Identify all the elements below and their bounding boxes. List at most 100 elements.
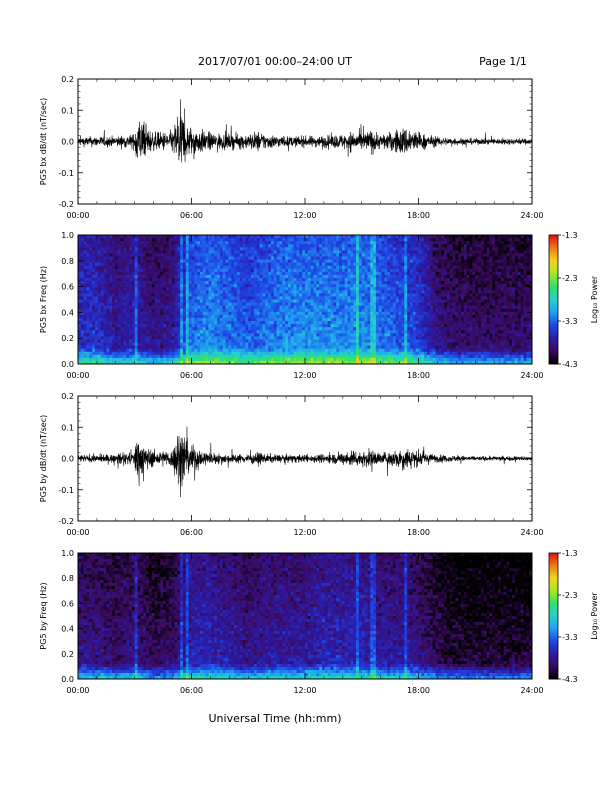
heatmap-cell bbox=[84, 250, 87, 253]
heatmap-cell bbox=[140, 324, 143, 327]
heatmap-cell bbox=[101, 318, 104, 321]
heatmap-cell bbox=[285, 244, 288, 247]
heatmap-cell bbox=[265, 306, 268, 309]
heatmap-cell bbox=[350, 349, 353, 352]
heatmap-cell bbox=[226, 284, 229, 287]
heatmap-cell bbox=[291, 250, 294, 253]
heatmap-cell bbox=[146, 238, 149, 241]
heatmap-cell bbox=[135, 244, 138, 247]
heatmap-cell bbox=[200, 287, 203, 290]
heatmap-cell bbox=[399, 324, 402, 327]
heatmap-cell bbox=[362, 244, 365, 247]
heatmap-cell bbox=[382, 327, 385, 330]
heatmap-cell bbox=[311, 321, 314, 324]
heatmap-cell bbox=[98, 306, 101, 309]
heatmap-cell bbox=[254, 343, 257, 346]
heatmap-cell bbox=[382, 275, 385, 278]
heatmap-cell bbox=[305, 300, 308, 303]
heatmap-cell bbox=[248, 306, 251, 309]
heatmap-cell bbox=[365, 315, 368, 318]
heatmap-cell bbox=[279, 247, 282, 250]
heatmap-cell bbox=[109, 309, 112, 312]
heatmap-cell bbox=[172, 318, 175, 321]
heatmap-cell bbox=[353, 358, 356, 361]
heatmap-cell bbox=[296, 260, 299, 263]
heatmap-cell bbox=[328, 358, 331, 361]
heatmap-cell bbox=[186, 333, 189, 336]
heatmap-cell bbox=[401, 281, 404, 284]
heatmap-cell bbox=[401, 349, 404, 352]
heatmap-cell bbox=[296, 290, 299, 293]
heatmap-cell bbox=[112, 296, 115, 299]
heatmap-cell bbox=[155, 257, 158, 260]
heatmap-cell bbox=[121, 247, 124, 250]
heatmap-cell bbox=[194, 333, 197, 336]
heatmap-cell bbox=[399, 253, 402, 256]
heatmap-cell bbox=[305, 318, 308, 321]
heatmap-cell bbox=[248, 238, 251, 241]
heatmap-cell bbox=[302, 321, 305, 324]
heatmap-cell bbox=[157, 309, 160, 312]
heatmap-cell bbox=[118, 293, 121, 296]
heatmap-cell bbox=[393, 336, 396, 339]
heatmap-cell bbox=[379, 352, 382, 355]
heatmap-cell bbox=[112, 263, 115, 266]
heatmap-cell bbox=[294, 306, 297, 309]
heatmap-cell bbox=[248, 309, 251, 312]
heatmap-cell bbox=[126, 306, 129, 309]
heatmap-cell bbox=[305, 281, 308, 284]
heatmap-cell bbox=[228, 327, 231, 330]
heatmap-cell bbox=[390, 257, 393, 260]
heatmap-cell bbox=[285, 349, 288, 352]
heatmap-cell bbox=[262, 257, 265, 260]
heatmap-cell bbox=[228, 275, 231, 278]
heatmap-cell bbox=[186, 250, 189, 253]
heatmap-cell bbox=[177, 358, 180, 361]
heatmap-cell bbox=[228, 339, 231, 342]
heatmap-cell bbox=[163, 358, 166, 361]
heatmap-cell bbox=[314, 257, 317, 260]
heatmap-cell bbox=[123, 250, 126, 253]
heatmap-cell bbox=[226, 272, 229, 275]
heatmap-cell bbox=[135, 275, 138, 278]
heatmap-cell bbox=[262, 278, 265, 281]
heatmap-cell bbox=[367, 333, 370, 336]
heatmap-cell bbox=[172, 278, 175, 281]
heatmap-cell bbox=[106, 321, 109, 324]
heatmap-cell bbox=[257, 318, 260, 321]
heatmap-cell bbox=[206, 290, 209, 293]
heatmap-cell bbox=[333, 349, 336, 352]
heatmap-cell bbox=[220, 263, 223, 266]
heatmap-cell bbox=[186, 312, 189, 315]
heatmap-cell bbox=[104, 346, 107, 349]
heatmap-cell bbox=[314, 312, 317, 315]
heatmap-cell bbox=[257, 235, 260, 238]
heatmap-cell bbox=[387, 346, 390, 349]
heatmap-cell bbox=[379, 257, 382, 260]
heatmap-cell bbox=[84, 263, 87, 266]
heatmap-cell bbox=[183, 321, 186, 324]
heatmap-cell bbox=[183, 278, 186, 281]
heatmap-cell bbox=[305, 339, 308, 342]
heatmap-cell bbox=[192, 296, 195, 299]
heatmap-cell bbox=[331, 235, 334, 238]
heatmap-cell bbox=[104, 312, 107, 315]
heatmap-cell bbox=[305, 303, 308, 306]
heatmap-cell bbox=[248, 266, 251, 269]
heatmap-cell bbox=[271, 321, 274, 324]
heatmap-cell bbox=[251, 253, 254, 256]
heatmap-cell bbox=[265, 275, 268, 278]
heatmap-cell bbox=[87, 309, 90, 312]
heatmap-cell bbox=[294, 238, 297, 241]
heatmap-cell bbox=[228, 346, 231, 349]
heatmap-cell bbox=[126, 312, 129, 315]
heatmap-cell bbox=[89, 238, 92, 241]
heatmap-cell bbox=[319, 235, 322, 238]
heatmap-cell bbox=[101, 244, 104, 247]
heatmap-cell bbox=[399, 284, 402, 287]
heatmap-cell bbox=[92, 247, 95, 250]
heatmap-cell bbox=[271, 324, 274, 327]
heatmap-cell bbox=[294, 247, 297, 250]
heatmap-cell bbox=[89, 300, 92, 303]
heatmap-cell bbox=[299, 266, 302, 269]
